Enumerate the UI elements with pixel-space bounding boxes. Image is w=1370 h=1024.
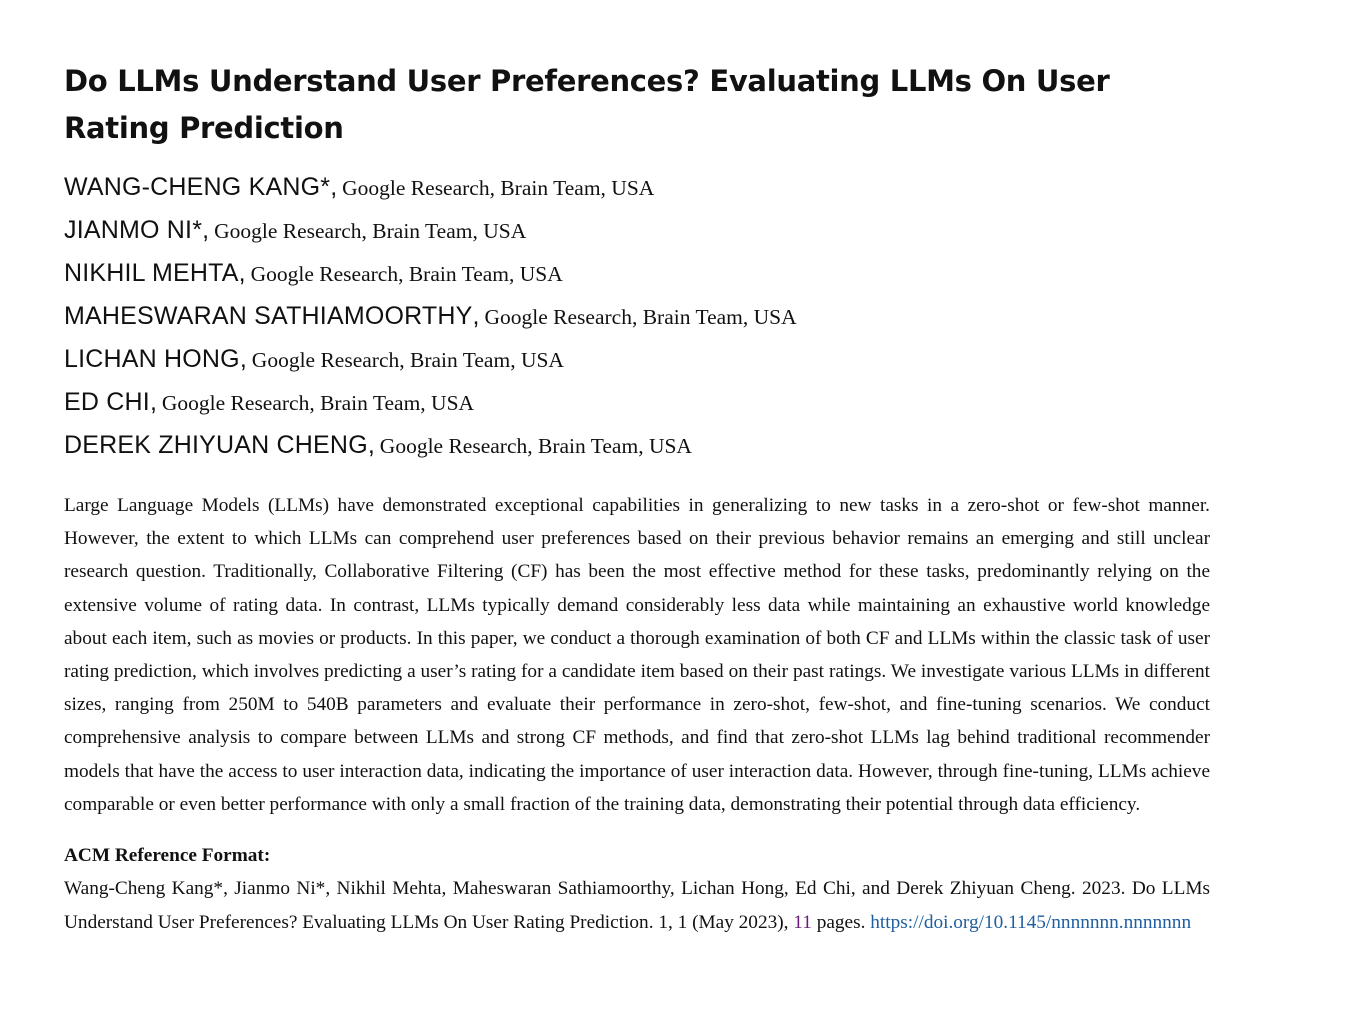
author-name: JIANMO NI* (64, 216, 203, 244)
author-separator: , (367, 431, 375, 459)
doi-link[interactable]: https://doi.org/10.1145/nnnnnnn.nnnnnnn (870, 911, 1192, 933)
author-line: ED CHI, Google Research, Brain Team, USA (64, 381, 1210, 424)
author-affiliation: Google Research, Brain Team, USA (161, 391, 475, 415)
abstract: Large Language Models (LLMs) have demons… (64, 495, 1210, 815)
author-line: MAHESWARAN SATHIAMOORTHY, Google Research… (64, 295, 1210, 338)
author-affiliation: Google Research, Brain Team, USA (342, 176, 655, 200)
author-affiliation: Google Research, Brain Team, USA (379, 434, 692, 458)
author-separator: , (202, 216, 210, 244)
paper-title: Do LLMs Understand User Preferences? Eva… (64, 64, 1110, 145)
author-name: NIKHIL MEHTA (64, 259, 239, 287)
author-separator: , (239, 345, 247, 373)
author-name: LICHAN HONG (64, 345, 240, 373)
author-affiliation: Google Research, Brain Team, USA (250, 262, 563, 286)
author-list: WANG-CHENG KANG*, Google Research, Brain … (64, 166, 1210, 467)
author-affiliation: Google Research, Brain Team, USA (214, 219, 527, 243)
author-line: JIANMO NI*, Google Research, Brain Team, … (64, 209, 1210, 252)
author-affiliation: Google Research, Brain Team, USA (484, 305, 797, 329)
author-line: NIKHIL MEHTA, Google Research, Brain Team… (64, 252, 1210, 295)
reference-pages-word: pages. (811, 911, 871, 933)
author-line: LICHAN HONG, Google Research, Brain Team,… (64, 338, 1210, 381)
author-separator: , (472, 302, 480, 330)
author-name: WANG-CHENG KANG* (64, 173, 331, 201)
reference-format-text: Wang-Cheng Kang*, Jianmo Ni*, Nikhil Meh… (64, 872, 1210, 939)
author-name: MAHESWARAN SATHIAMOORTHY (64, 302, 473, 330)
author-line: WANG-CHENG KANG*, Google Research, Brain … (64, 166, 1210, 209)
author-name: ED CHI (64, 388, 150, 416)
author-affiliation: Google Research, Brain Team, USA (251, 348, 564, 372)
reference-citation: Wang-Cheng Kang*, Jianmo Ni*, Nikhil Meh… (64, 878, 1210, 933)
author-name: DEREK ZHIYUAN CHENG (64, 431, 368, 459)
reference-format-heading: ACM Reference Format: (64, 845, 271, 867)
author-separator: , (238, 259, 246, 287)
reference-page-count[interactable]: 11 (793, 911, 812, 933)
paper-page: Do LLMs Understand User Preferences? Eva… (64, 58, 1210, 939)
author-line: DEREK ZHIYUAN CHENG, Google Research, Bra… (64, 424, 1210, 467)
author-separator: , (330, 173, 338, 201)
author-separator: , (149, 388, 157, 416)
